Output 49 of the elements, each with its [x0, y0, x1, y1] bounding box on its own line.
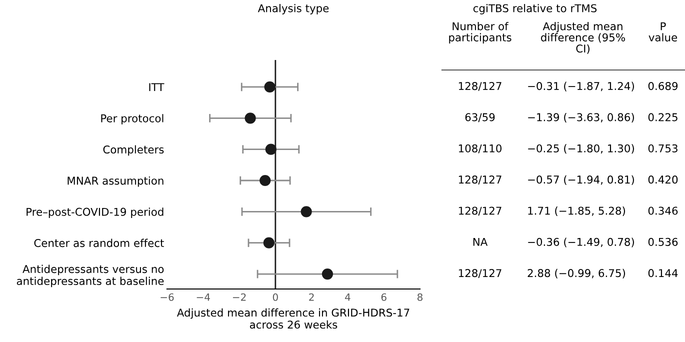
text: 1.71 (−1.85, 5.28) — [528, 206, 626, 216]
text: 0.753 — [648, 144, 678, 152]
text: 0.225 — [648, 113, 678, 122]
y-tick-label: Completers — [103, 145, 164, 156]
text: 63/59 — [465, 113, 495, 122]
y-tick-label: Antidepressants versus no antidepressants at baseline — [16, 264, 164, 288]
y-tick-label: Per protocol — [101, 114, 164, 124]
text: −0.25 (−1.80, 1.30) — [528, 144, 634, 154]
text: 128/127 — [458, 82, 502, 91]
text: Adjusted mean difference (95% CI) — [540, 22, 625, 54]
text: 0.689 — [648, 82, 678, 90]
y-tick-label: Center as random effect — [34, 238, 164, 248]
text: 128/127 — [458, 176, 502, 184]
text: P value — [648, 22, 678, 42]
chart-title: Analysis type — [258, 4, 329, 14]
point — [263, 237, 274, 248]
x-axis-title: Adjusted mean difference in GRID-HDRS-17 across 26 weeks — [176, 308, 410, 329]
text: 0.536 — [648, 238, 678, 246]
text: −0.36 (−1.49, 0.78) — [528, 238, 634, 248]
x-tick-label: −4 — [196, 293, 210, 301]
text: 2.88 (−0.99, 6.75) — [528, 268, 626, 278]
x-tick-label: −6 — [160, 293, 174, 301]
point — [265, 144, 276, 155]
text: 108/110 — [458, 144, 502, 154]
text: NA — [473, 238, 488, 246]
text: 0.346 — [648, 206, 678, 215]
x-tick-label: −2 — [232, 293, 246, 301]
y-tick-label: Pre–post-COVID-19 period — [26, 208, 164, 218]
text: −0.31 (−1.87, 1.24) — [528, 82, 634, 92]
text: cgiTBS relative to rTMS — [473, 4, 597, 14]
point — [322, 268, 334, 280]
point — [300, 206, 312, 218]
text: −1.39 (−3.63, 0.86) — [528, 112, 634, 123]
text: 128/127 — [458, 269, 502, 278]
y-tick-label: MNAR assumption — [68, 176, 164, 187]
x-tick-label: 0 — [272, 293, 278, 301]
text: Number of participants — [449, 22, 512, 44]
text: −0.57 (−1.94, 0.81) — [528, 175, 634, 185]
point — [260, 174, 271, 186]
x-tick-label: 4 — [345, 293, 350, 301]
x-tick-label: 2 — [309, 293, 314, 301]
text: 0.420 — [648, 176, 678, 184]
text: 0.144 — [648, 269, 678, 278]
point — [244, 112, 256, 124]
x-tick-label: 6 — [381, 293, 386, 301]
point — [264, 81, 276, 93]
x-tick-label: 8 — [417, 293, 422, 301]
y-tick-label: ITT — [149, 83, 164, 92]
text: 128/127 — [458, 206, 502, 216]
